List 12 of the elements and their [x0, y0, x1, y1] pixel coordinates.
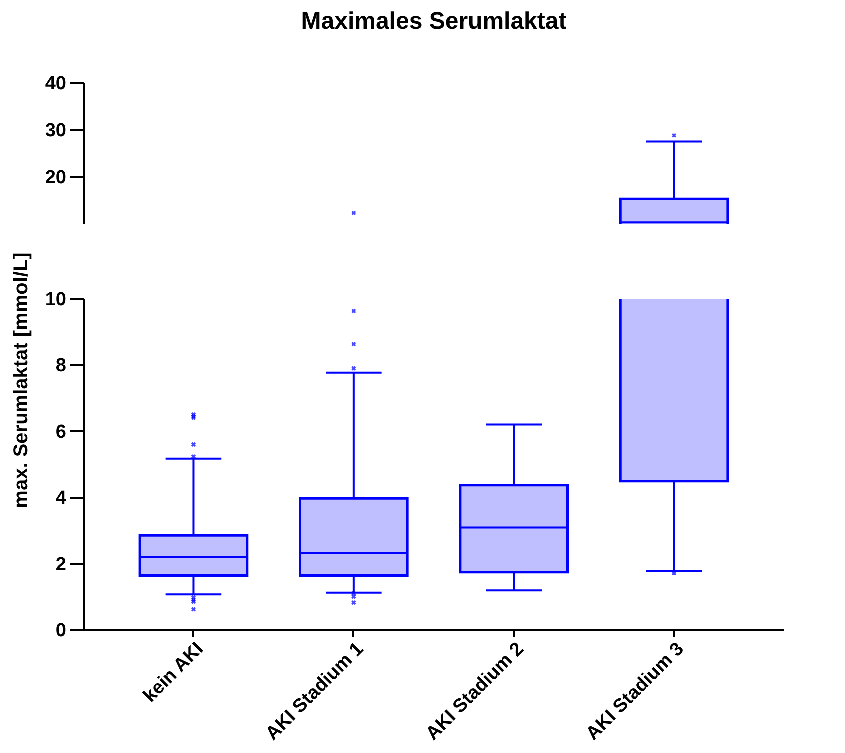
chart-title: Maximales Serumlaktat: [301, 8, 567, 35]
y-tick-label: 40: [45, 74, 66, 94]
y-tick-label: 8: [56, 356, 66, 377]
y-tick-label: 30: [45, 120, 66, 142]
y-axis-title: max. Serumlaktat [mmol/L]: [10, 252, 32, 508]
y-tick-label: 6: [56, 422, 66, 443]
y-tick-label: 2: [56, 554, 66, 576]
y-tick-label: 20: [45, 168, 66, 188]
y-tick-label: 0: [56, 620, 66, 642]
y-tick-label: 4: [56, 488, 67, 510]
y-tick-label: 10: [45, 290, 66, 310]
x-tick-label: kein AKI: [140, 638, 208, 707]
